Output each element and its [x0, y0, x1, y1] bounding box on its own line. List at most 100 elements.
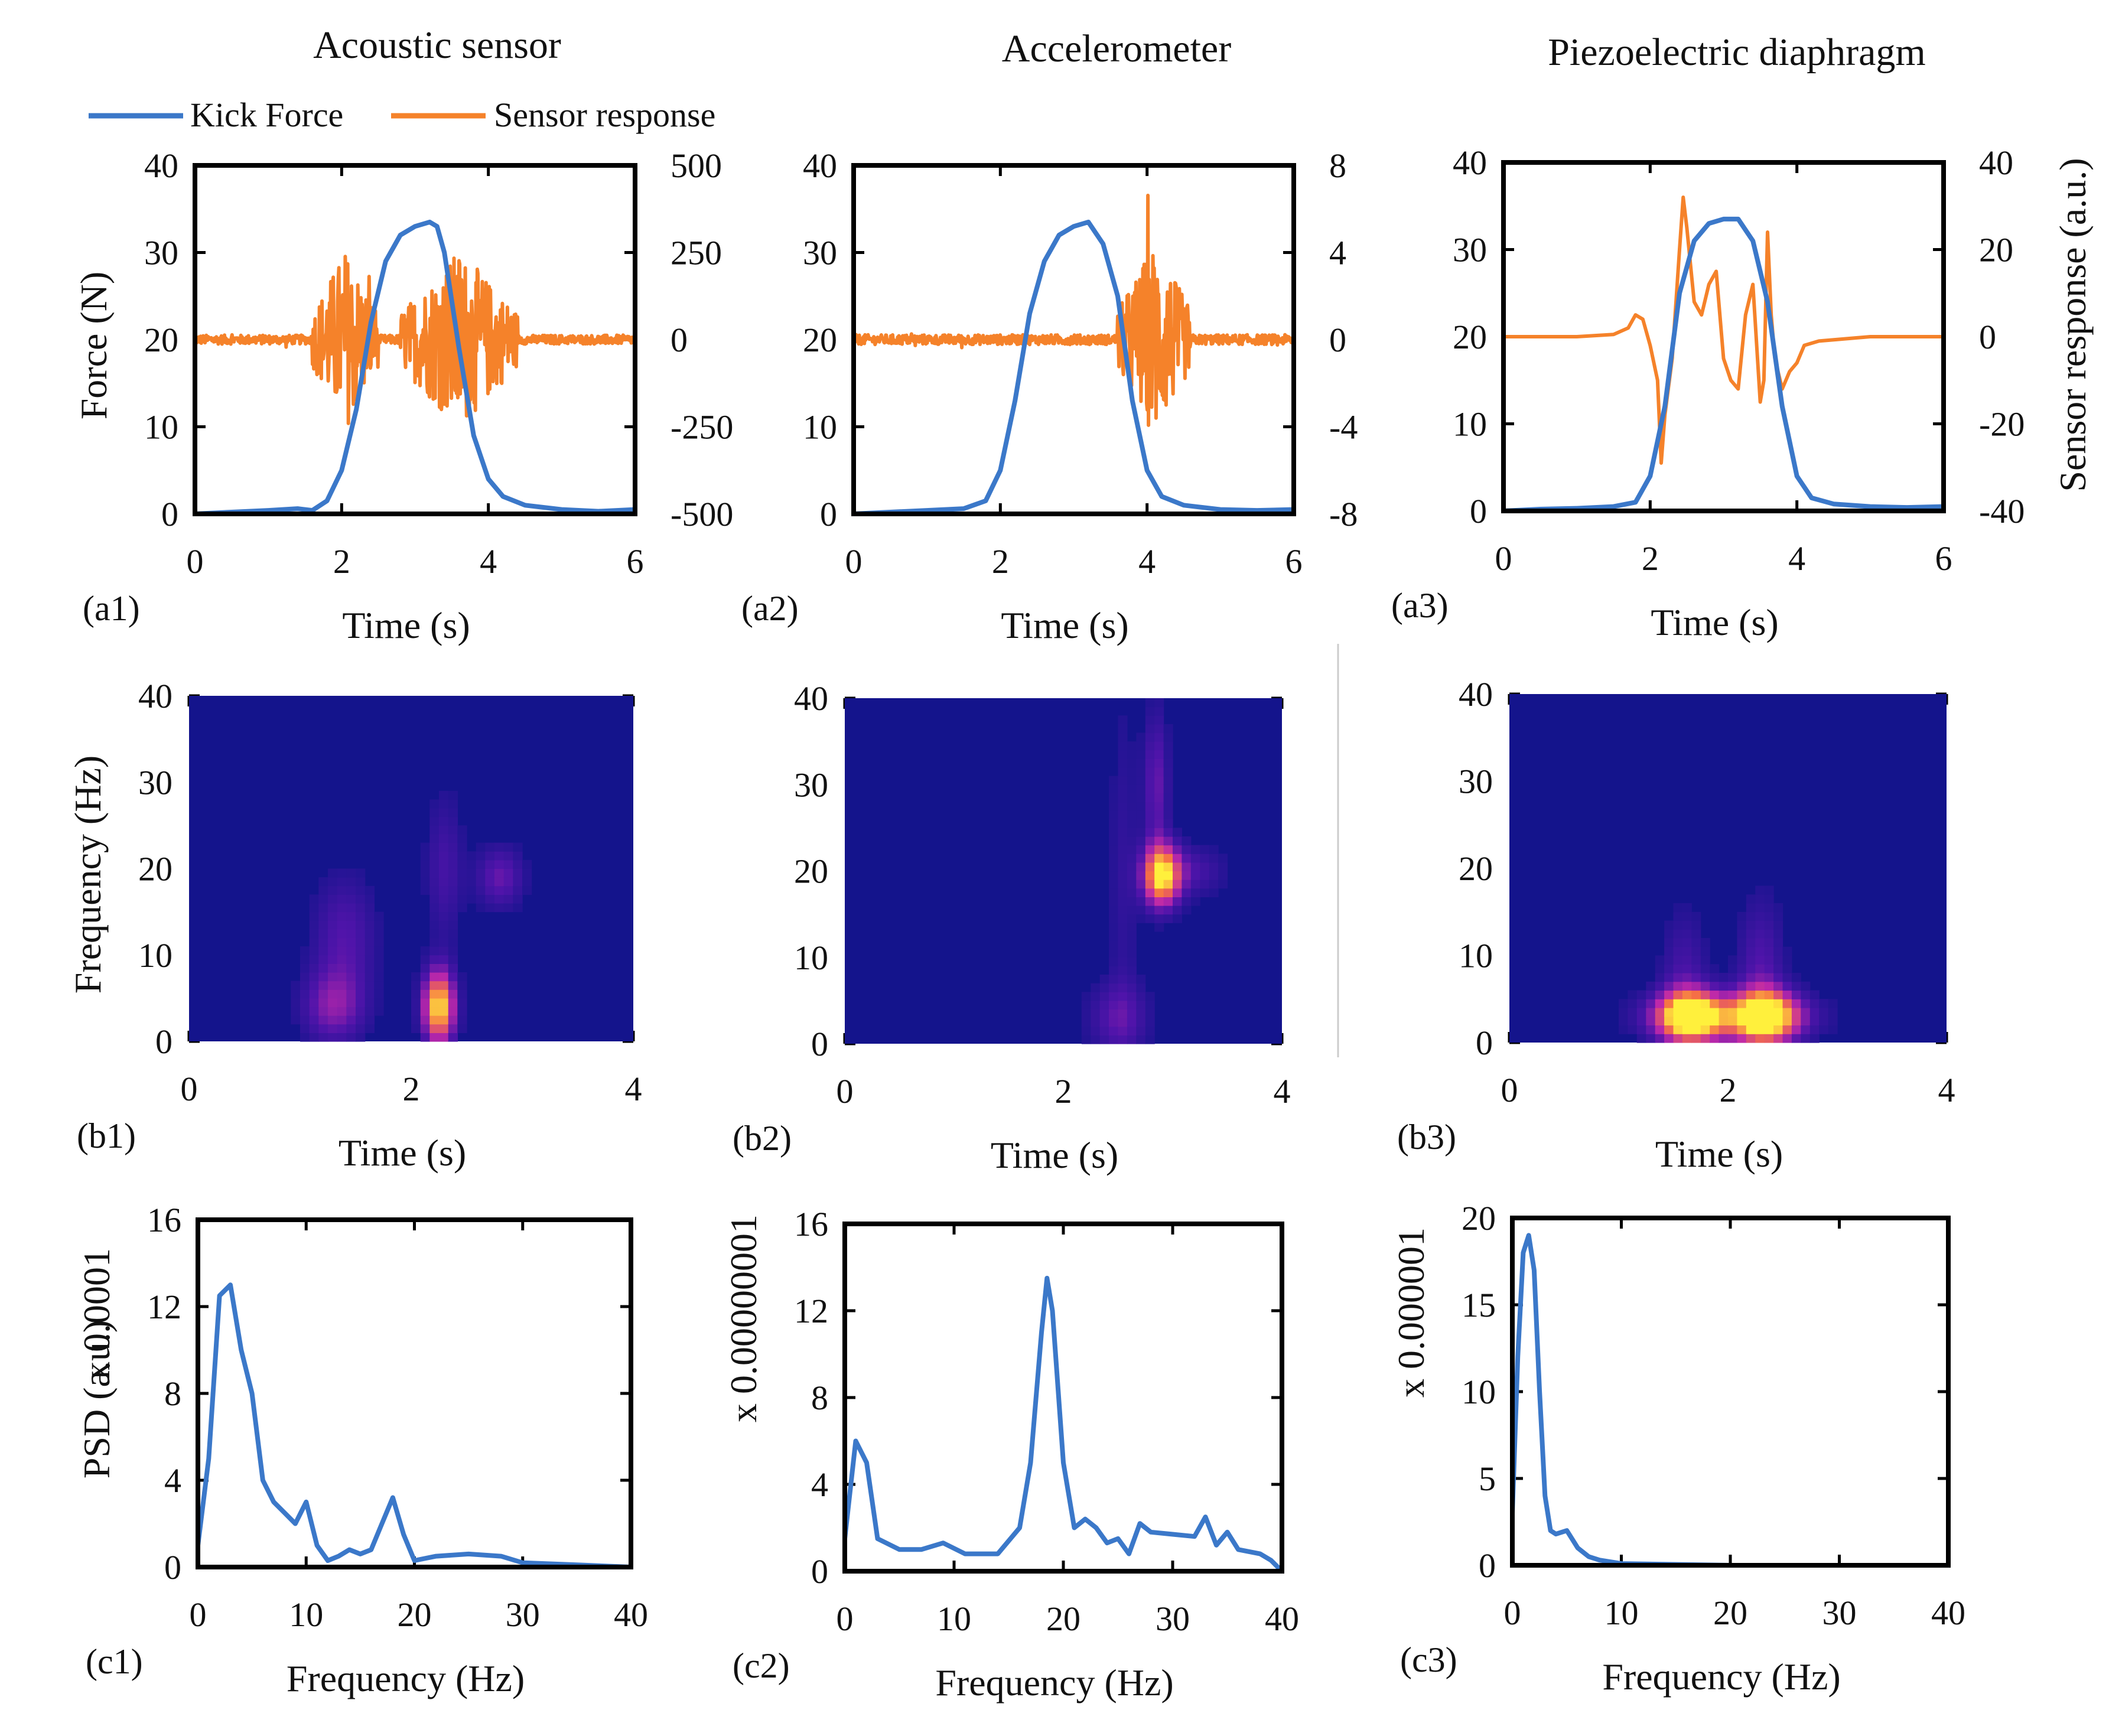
- spectrogram-cell: [1182, 854, 1192, 863]
- spectrogram-cell: [439, 859, 449, 869]
- spectrogram-cell: [1182, 906, 1192, 915]
- spectrogram-cell: [1619, 1008, 1628, 1017]
- spectrogram-cell: [1628, 1008, 1638, 1017]
- spectrogram-cell: [429, 1015, 440, 1025]
- spectrogram-cell: [1682, 964, 1692, 973]
- spectrogram-cell: [1127, 758, 1137, 768]
- spectrogram-cell: [300, 1033, 310, 1042]
- spectrogram-cell: [337, 1033, 347, 1042]
- spectrogram-cell: [328, 998, 338, 1008]
- x-tick-label: 6: [1935, 539, 1952, 578]
- spectrogram-cell: [346, 972, 356, 982]
- spectrogram-cell: [318, 946, 328, 956]
- column-title-piezo: Piezoelectric diaphragm: [1548, 31, 1926, 74]
- y-tick-label: 0: [820, 495, 837, 533]
- spectrogram-cell: [356, 937, 366, 947]
- spectrogram-cell: [1682, 955, 1692, 965]
- spectrogram-cell: [1710, 981, 1720, 991]
- spectrogram-cell: [1746, 990, 1756, 999]
- spectrogram-cell: [1127, 776, 1137, 785]
- spectrogram-cell: [429, 998, 440, 1008]
- spectrogram-cell: [1200, 871, 1210, 880]
- y-tick-label: 0: [811, 1025, 828, 1063]
- spectrogram-cell: [420, 868, 430, 878]
- spectrogram-cell: [1682, 929, 1692, 939]
- spectrogram-cell: [1127, 931, 1137, 941]
- spectrogram-cell: [1109, 983, 1119, 992]
- spectrogram-cell: [1127, 957, 1137, 966]
- spectrogram-cell: [337, 911, 347, 921]
- spectrogram-cell: [1664, 1008, 1674, 1017]
- spectrogram-cell: [429, 885, 440, 895]
- spectrogram-cell: [1154, 906, 1164, 915]
- spectrogram-cell: [1828, 999, 1838, 1008]
- spectrogram-cell: [1154, 880, 1164, 889]
- spectrogram-cell: [457, 894, 467, 904]
- spectrogram-cell: [439, 790, 449, 800]
- y-tick-label: 8: [164, 1375, 181, 1413]
- spectrogram-cell: [1145, 845, 1155, 854]
- spectrogram-cell: [1764, 999, 1774, 1008]
- panel-c3-piezo-psd: 0 10 20 30 40 0 5 10 15 20 Frequency (Hz) x 0.00000…: [1390, 1199, 1965, 1698]
- spectrogram-cell: [1691, 946, 1701, 956]
- panel-a1-acoustic-time: 0 2 4 6 0 10 20 30 40 -500 -250 0 250 500 Time (s) Forc…: [73, 146, 733, 646]
- spectrogram-cell: [1764, 955, 1774, 965]
- spectrogram-cell: [356, 1015, 366, 1025]
- spectrogram-cell: [1154, 897, 1164, 906]
- spectrogram-cell: [328, 920, 338, 930]
- spectrogram-cell: [1682, 999, 1692, 1008]
- y-tick-label: 12: [147, 1288, 181, 1326]
- x-tick-label: 20: [1046, 1600, 1080, 1638]
- spectrogram-cell: [374, 929, 384, 939]
- spectrogram-cell: [494, 868, 505, 878]
- spectrogram-cell: [494, 851, 505, 861]
- spectrogram-cell: [309, 911, 319, 921]
- spectrogram-cell: [1700, 999, 1710, 1008]
- spectrogram-cell: [1728, 1034, 1737, 1043]
- spectrogram-cell: [1218, 871, 1228, 880]
- spectrogram-cell: [1118, 802, 1128, 811]
- spectrogram-cell: [1109, 784, 1119, 794]
- spectrogram-cell: [1764, 1016, 1774, 1026]
- spectrogram-cell: [1636, 1034, 1646, 1043]
- x-tick-label: 0: [1504, 1594, 1521, 1632]
- spectrogram-cell: [1099, 1018, 1109, 1027]
- spectrogram-cell: [1737, 973, 1747, 982]
- spectrogram-cell: [309, 920, 319, 930]
- spectrogram-cell: [1163, 897, 1173, 906]
- y-axis-label: Frequency (Hz): [67, 755, 109, 994]
- spectrogram-cell: [1145, 698, 1155, 708]
- plot-area: [845, 1275, 1282, 1571]
- spectrogram-cell: [1154, 802, 1164, 811]
- spectrogram-cell: [503, 868, 513, 878]
- spectrogram-cell: [457, 972, 467, 982]
- spectrogram-cell: [291, 981, 301, 990]
- spectrogram-cell: [1136, 1000, 1146, 1010]
- x-tick-label: 0: [1495, 539, 1512, 578]
- spectrogram-cell: [1682, 1025, 1692, 1034]
- series-sensor-response: [1503, 196, 1944, 465]
- spectrogram-cell: [420, 1015, 430, 1025]
- spectrogram-cell: [364, 929, 375, 939]
- spectrogram-cell: [337, 946, 347, 956]
- spectrogram-cell: [1145, 793, 1155, 803]
- spectrogram-cell: [1118, 862, 1128, 872]
- y-tick-label: 0: [1479, 1546, 1496, 1585]
- series-kick-force: [195, 219, 635, 514]
- spectrogram-cell: [1755, 1025, 1765, 1034]
- spectrogram-cell: [1655, 1025, 1665, 1034]
- spectrogram-cell: [1710, 973, 1720, 982]
- spectrogram-cell: [1755, 964, 1765, 973]
- spectrogram-cell: [1673, 981, 1683, 991]
- plot-area: [1512, 1233, 1948, 1565]
- y2-axis-label: Sensor response (a.u.): [2052, 158, 2094, 491]
- spectrogram-cell: [1182, 836, 1192, 846]
- spectrogram-cell: [300, 963, 310, 973]
- spectrogram-cell: [439, 877, 449, 887]
- spectrogram-cell: [337, 963, 347, 973]
- spectrogram-cell: [1809, 1025, 1820, 1034]
- spectrogram-cell: [1136, 992, 1146, 1001]
- spectrogram-cell: [1791, 990, 1801, 999]
- spectrogram-cell: [309, 981, 319, 990]
- spectrogram-cell: [1710, 990, 1720, 999]
